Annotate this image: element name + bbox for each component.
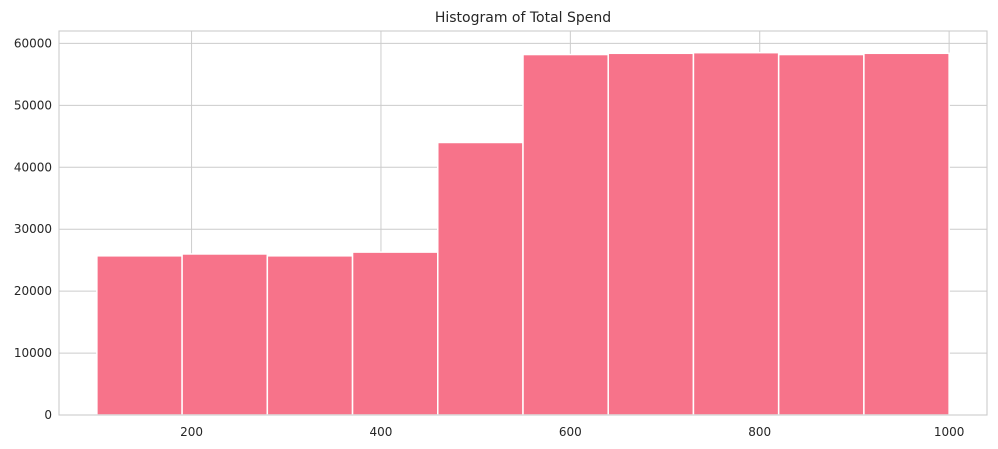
x-tick-label: 800: [748, 425, 771, 439]
y-tick-label: 50000: [14, 98, 52, 112]
bar-layer: [96, 51, 950, 416]
x-tick-label: 1000: [934, 425, 965, 439]
histogram-bar: [266, 255, 354, 416]
chart-title: Histogram of Total Spend: [435, 10, 611, 26]
y-tick-label: 40000: [14, 160, 52, 174]
x-tick-label: 200: [180, 425, 203, 439]
histogram-bar: [96, 255, 183, 416]
y-tick-label: 30000: [14, 222, 52, 236]
histogram-bar: [437, 141, 524, 416]
y-tick-label: 0: [44, 408, 52, 422]
histogram-bar: [692, 51, 780, 416]
plot-area-border: [58, 30, 988, 416]
histogram-bar: [863, 52, 950, 416]
y-tick-label: 10000: [14, 346, 52, 360]
histogram-bar: [607, 52, 695, 416]
tick-layer: 200 400 600 800 1000010000200003000040000500…: [14, 36, 965, 439]
histogram-bar: [181, 253, 269, 416]
y-tick-label: 60000: [14, 36, 52, 50]
x-tick-label: 400: [370, 425, 393, 439]
histogram-bar: [522, 53, 609, 416]
histogram-bar: [351, 251, 439, 416]
y-tick-label: 20000: [14, 284, 52, 298]
x-tick-label: 600: [559, 425, 582, 439]
histogram-bar: [777, 53, 865, 416]
